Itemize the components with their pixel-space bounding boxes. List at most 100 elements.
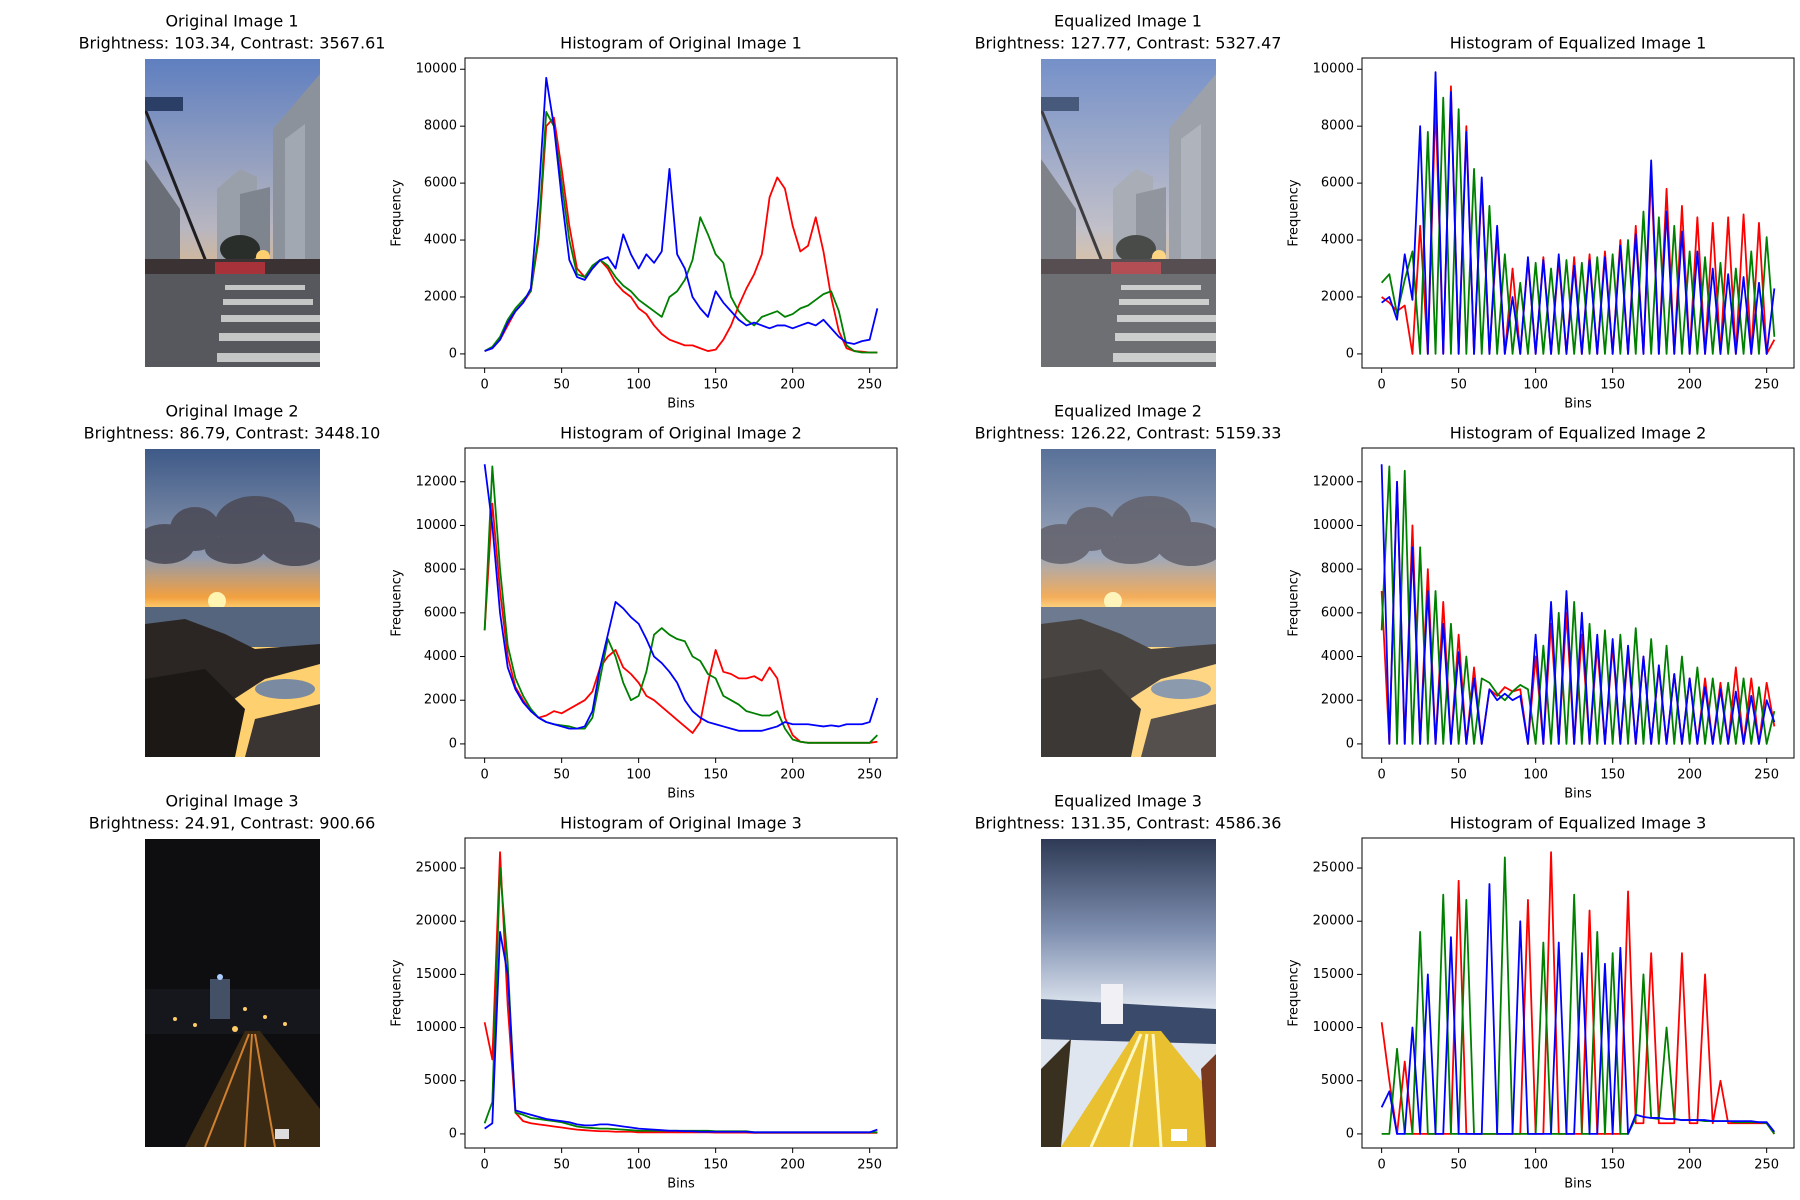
- x-tick-label: 100: [1523, 378, 1548, 393]
- x-tick-label: 150: [703, 768, 728, 783]
- image-subtitle: Brightness: 127.77, Contrast: 5327.47: [975, 34, 1282, 53]
- y-tick-label: 15000: [1313, 967, 1354, 982]
- histogram-line: [483, 851, 878, 1134]
- y-tick-label: 8000: [424, 562, 457, 577]
- x-tick-label: 250: [1754, 1158, 1779, 1173]
- chart-title: Histogram of Equalized Image 2: [1450, 424, 1707, 443]
- x-tick-label: 250: [1754, 378, 1779, 393]
- plot-frame: [464, 837, 898, 1149]
- x-tick-label: 150: [1600, 768, 1625, 783]
- y-axis-label: Frequency: [1287, 959, 1302, 1026]
- x-tick-label: 0: [480, 1158, 488, 1173]
- plot-frame: [1361, 837, 1795, 1149]
- y-tick-label: 4000: [1321, 649, 1354, 664]
- x-tick-label: 0: [480, 768, 488, 783]
- plot-frame: [1361, 57, 1795, 369]
- x-tick-label: 200: [1677, 768, 1702, 783]
- y-axis-label: Frequency: [390, 179, 405, 246]
- y-tick-label: 2000: [1321, 693, 1354, 708]
- x-tick-label: 0: [1377, 1158, 1385, 1173]
- y-tick-label: 25000: [416, 861, 457, 876]
- histogram-line: [483, 465, 878, 744]
- image-title: Original Image 3: [165, 792, 298, 811]
- x-tick-label: 150: [1600, 378, 1625, 393]
- histogram-line: [484, 116, 878, 354]
- x-axis-label: Bins: [1564, 1177, 1592, 1192]
- y-tick-label: 0: [449, 1126, 457, 1141]
- x-tick-label: 250: [857, 1158, 882, 1173]
- photo: [145, 59, 320, 367]
- histogram-line: [484, 930, 878, 1134]
- x-tick-label: 50: [1450, 768, 1467, 783]
- y-tick-label: 6000: [424, 176, 457, 191]
- y-tick-label: 0: [1346, 736, 1354, 751]
- x-axis-label: Bins: [1564, 397, 1592, 412]
- histogram-line: [483, 867, 878, 1134]
- x-tick-label: 100: [1523, 1158, 1548, 1173]
- x-axis-label: Bins: [667, 787, 695, 802]
- y-tick-label: 2000: [424, 693, 457, 708]
- photo-tone: [1041, 59, 1216, 367]
- x-tick-label: 150: [1600, 1158, 1625, 1173]
- y-tick-label: 4000: [1321, 233, 1354, 248]
- y-tick-label: 20000: [416, 914, 457, 929]
- chart-title: Histogram of Equalized Image 3: [1450, 814, 1707, 833]
- x-tick-label: 0: [480, 378, 488, 393]
- y-tick-label: 0: [1346, 346, 1354, 361]
- chart-title: Histogram of Original Image 1: [560, 34, 802, 53]
- y-tick-label: 10000: [416, 518, 457, 533]
- y-tick-label: 12000: [1313, 474, 1354, 489]
- image-subtitle: Brightness: 24.91, Contrast: 900.66: [89, 814, 376, 833]
- x-tick-label: 200: [780, 768, 805, 783]
- y-tick-label: 15000: [416, 967, 457, 982]
- x-tick-label: 0: [1377, 378, 1385, 393]
- histogram-line: [484, 76, 879, 352]
- image-title: Equalized Image 1: [1054, 12, 1202, 31]
- image-title: Equalized Image 3: [1054, 792, 1202, 811]
- y-tick-label: 8000: [1321, 562, 1354, 577]
- y-axis-label: Frequency: [390, 569, 405, 636]
- y-tick-label: 10000: [416, 1020, 457, 1035]
- y-tick-label: 10000: [416, 62, 457, 77]
- x-tick-label: 150: [703, 378, 728, 393]
- x-tick-label: 150: [703, 1158, 728, 1173]
- x-tick-label: 200: [780, 378, 805, 393]
- y-tick-label: 20000: [1313, 914, 1354, 929]
- x-tick-label: 50: [1450, 378, 1467, 393]
- chart-title: Histogram of Original Image 2: [560, 424, 802, 443]
- plot-frame: [1361, 447, 1795, 759]
- plot-frame: [464, 57, 898, 369]
- image-title: Original Image 2: [165, 402, 298, 421]
- image-subtitle: Brightness: 126.22, Contrast: 5159.33: [975, 424, 1282, 443]
- y-tick-label: 5000: [1321, 1073, 1354, 1088]
- x-tick-label: 200: [1677, 378, 1702, 393]
- image-subtitle: Brightness: 103.34, Contrast: 3567.61: [79, 34, 386, 53]
- y-tick-label: 0: [1346, 1126, 1354, 1141]
- x-tick-label: 200: [1677, 1158, 1702, 1173]
- photo: [145, 449, 320, 757]
- y-tick-label: 4000: [424, 233, 457, 248]
- y-tick-label: 8000: [424, 119, 457, 134]
- photo: [145, 839, 320, 1147]
- y-tick-label: 10000: [1313, 62, 1354, 77]
- y-axis-label: Frequency: [1287, 569, 1302, 636]
- photo: [1041, 839, 1216, 1147]
- histogram-line: [1380, 465, 1776, 745]
- y-tick-label: 10000: [1313, 1020, 1354, 1035]
- image-title: Original Image 1: [165, 12, 298, 31]
- chart-title: Histogram of Original Image 3: [560, 814, 802, 833]
- x-axis-label: Bins: [667, 397, 695, 412]
- histogram-line: [1381, 71, 1776, 355]
- chart-title: Histogram of Equalized Image 1: [1450, 34, 1707, 53]
- histogram-line: [1380, 464, 1776, 745]
- x-tick-label: 50: [553, 768, 570, 783]
- x-tick-label: 100: [626, 1158, 651, 1173]
- y-tick-label: 4000: [424, 649, 457, 664]
- y-tick-label: 6000: [424, 605, 457, 620]
- plot-frame: [464, 447, 898, 759]
- x-tick-label: 250: [857, 768, 882, 783]
- x-tick-label: 0: [1377, 768, 1385, 783]
- y-tick-label: 0: [449, 736, 457, 751]
